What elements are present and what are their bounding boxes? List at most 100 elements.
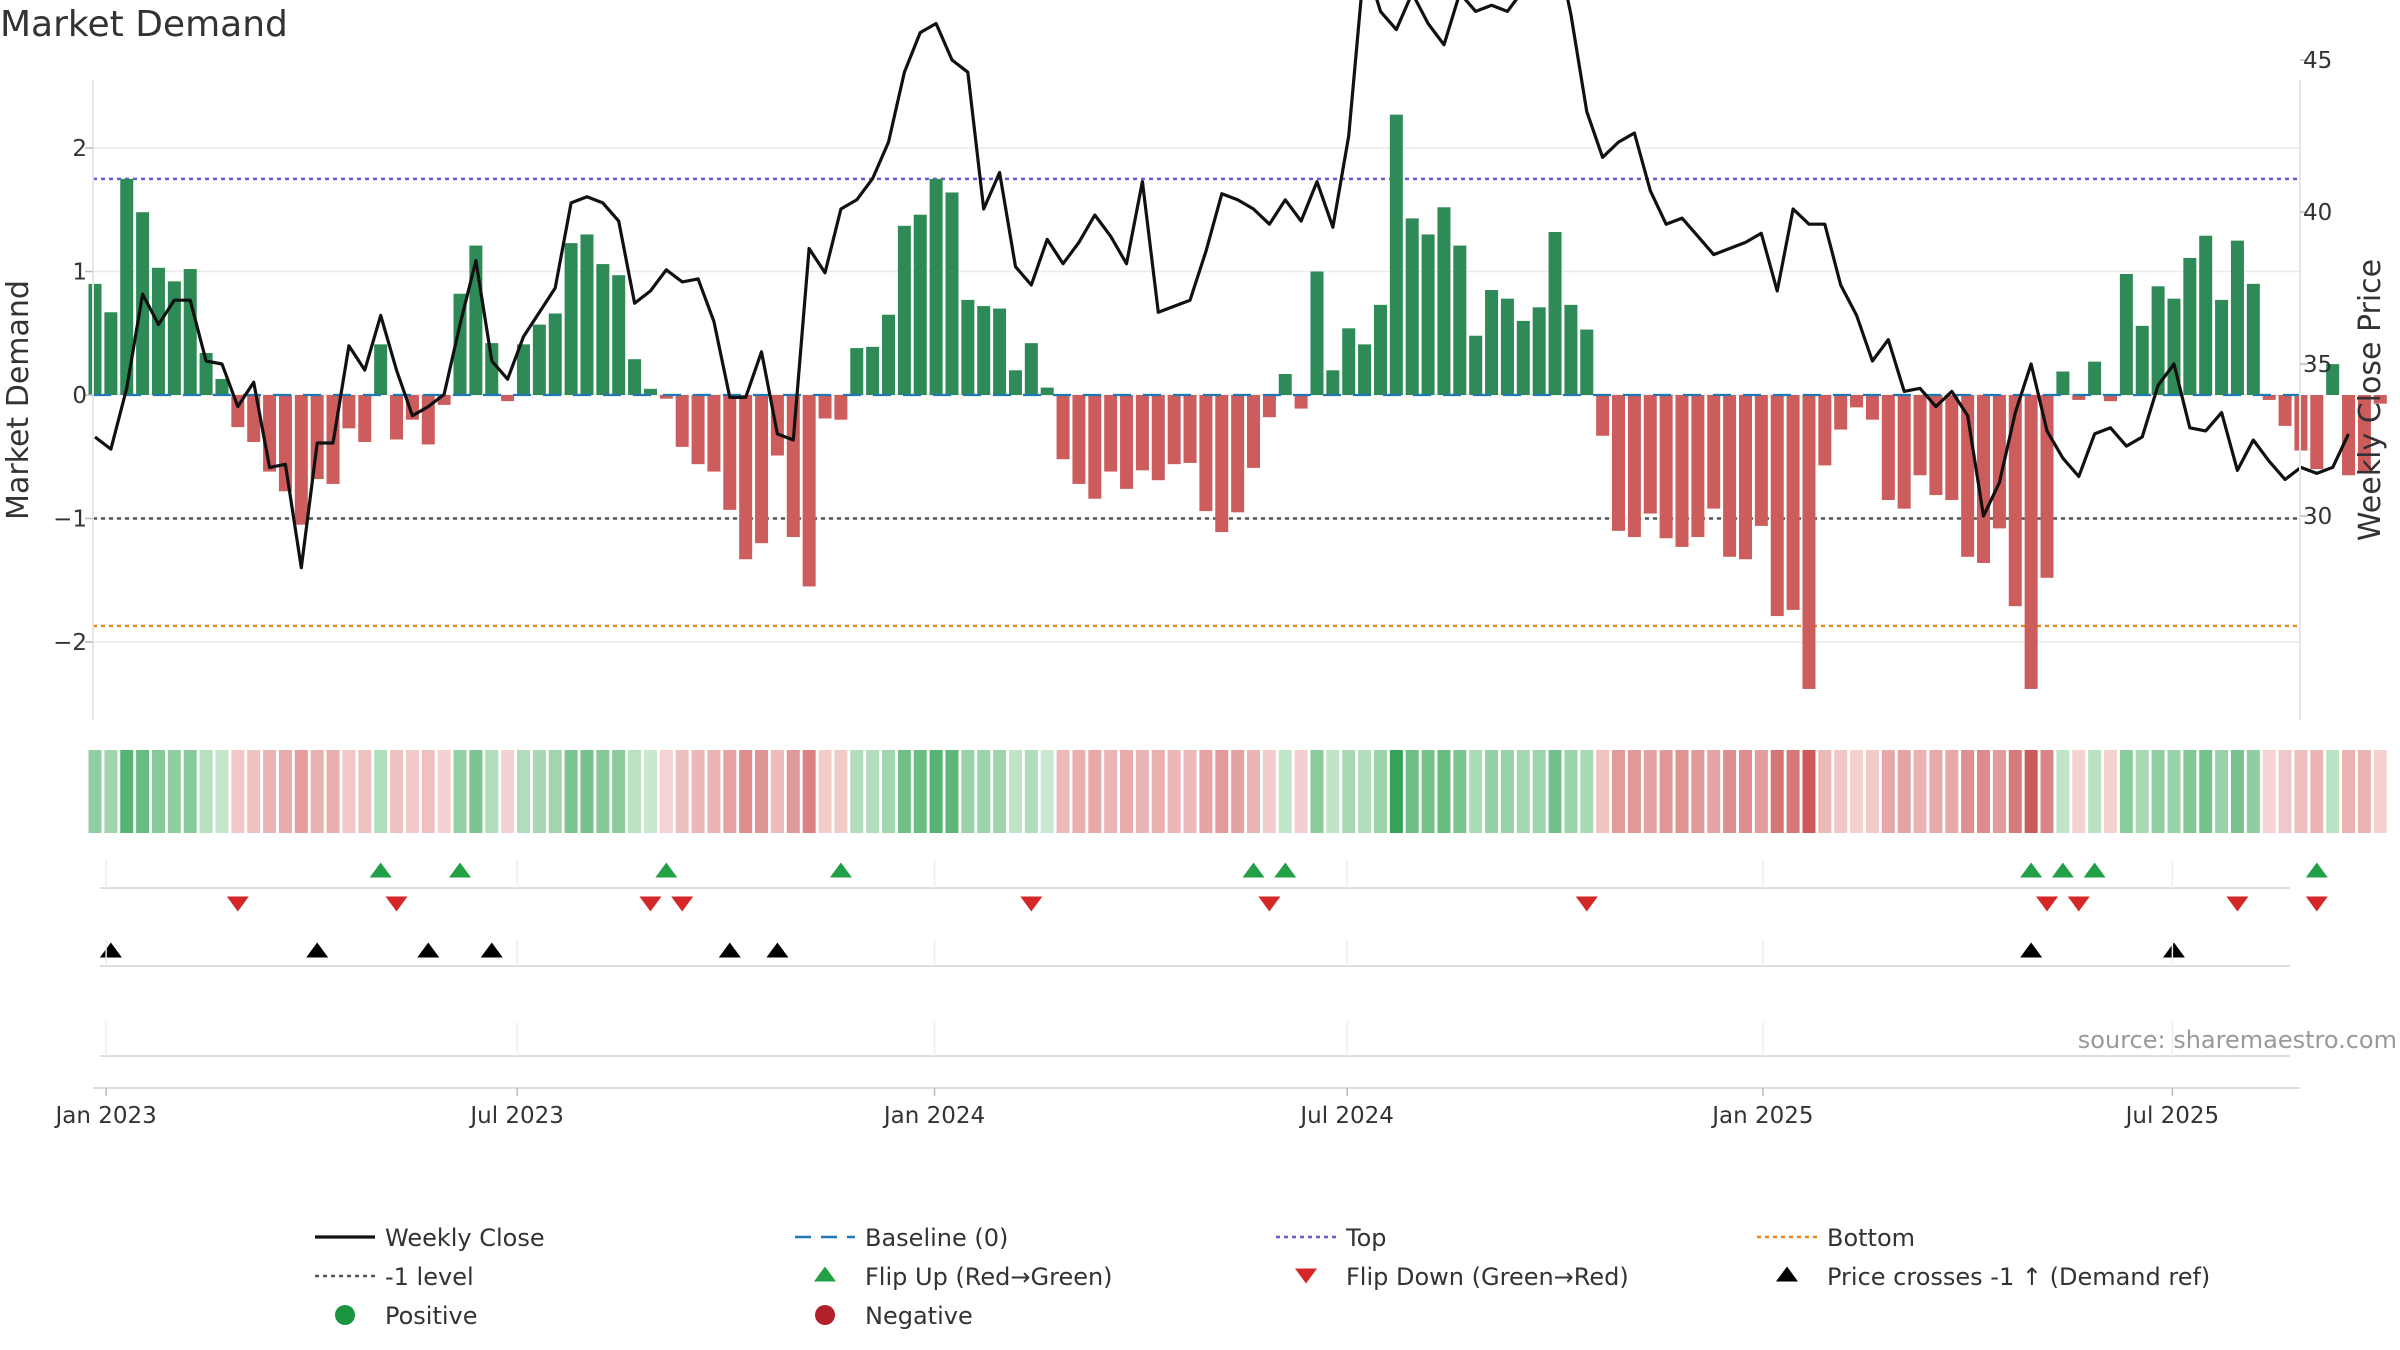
- strip-cell: [786, 750, 800, 833]
- strip-cell: [1977, 750, 1991, 833]
- positive-bar: [850, 348, 864, 395]
- negative-bar: [659, 395, 673, 399]
- strip-cell: [850, 750, 864, 833]
- strip-cell: [993, 750, 1007, 833]
- positive-bar: [151, 267, 165, 395]
- y2-tick-label: 40: [2303, 200, 2332, 226]
- flip-down-marker: [385, 896, 408, 912]
- strip-cell: [1024, 750, 1038, 833]
- strip-cell: [913, 750, 927, 833]
- strip-cell: [1056, 750, 1070, 833]
- negative-bar: [2008, 395, 2022, 607]
- strip-cell: [739, 750, 753, 833]
- strip-cell: [675, 750, 689, 833]
- y-tick-label: −1: [53, 507, 87, 533]
- event-markers: [99, 862, 2328, 1057]
- strip-cell: [2024, 750, 2038, 833]
- positive-bar: [2246, 283, 2260, 395]
- legend-swatch: [814, 1266, 836, 1282]
- x-tick-label: Jul 2023: [468, 1103, 564, 1129]
- strip-cell: [1326, 750, 1340, 833]
- y2-tick-label: 30: [2303, 504, 2332, 530]
- positive-bar: [2230, 240, 2244, 395]
- strip-cell: [1389, 750, 1403, 833]
- positive-bar: [1040, 387, 1054, 395]
- strip-cell: [1834, 750, 1848, 833]
- strip-cell: [1707, 750, 1721, 833]
- positive-bar: [1580, 329, 1594, 395]
- strip-cell: [1738, 750, 1752, 833]
- positive-bar: [2056, 371, 2070, 395]
- strip-cell: [199, 750, 213, 833]
- strip-cell: [326, 750, 340, 833]
- flip-up-marker: [829, 862, 852, 878]
- positive-bar: [1373, 304, 1387, 395]
- strip-cell: [1627, 750, 1641, 833]
- positive-bar: [2215, 299, 2229, 395]
- strip-cell: [1850, 750, 1864, 833]
- strip-cell: [1802, 750, 1816, 833]
- negative-bar: [1135, 395, 1149, 471]
- y-tick-label: −2: [53, 630, 87, 656]
- strip-cell: [1262, 750, 1276, 833]
- flip-down-marker: [2226, 896, 2249, 912]
- flip-up-marker: [2020, 862, 2043, 878]
- price-cross-marker: [480, 942, 503, 958]
- strip-cell: [2119, 750, 2133, 833]
- strip-cell: [707, 750, 721, 833]
- positive-bar: [2199, 235, 2213, 395]
- strip-cell: [1580, 750, 1594, 833]
- strip-cell: [2230, 750, 2244, 833]
- strip-cell: [1675, 750, 1689, 833]
- strip-cell: [501, 750, 515, 833]
- negative-bar: [1120, 395, 1134, 489]
- positive-bar: [564, 243, 578, 395]
- negative-bar: [1151, 395, 1165, 481]
- positive-bar: [453, 293, 467, 395]
- positive-bar: [1024, 343, 1038, 395]
- weekly-close-series: [94, 0, 2350, 570]
- positive-bar: [120, 178, 134, 395]
- positive-bar: [2183, 257, 2197, 395]
- positive-bar: [628, 359, 642, 395]
- positive-bar: [945, 192, 959, 395]
- legend-label: Negative: [865, 1302, 973, 1330]
- negative-bar: [1294, 395, 1308, 409]
- negative-bar: [2103, 395, 2117, 402]
- strip-cell: [263, 750, 277, 833]
- negative-bar: [691, 395, 705, 465]
- negative-bar: [437, 395, 451, 405]
- positive-bar: [215, 378, 229, 395]
- negative-bar: [1104, 395, 1118, 472]
- negative-bar: [1643, 395, 1657, 514]
- x-tick-label: Jan 2025: [1710, 1103, 1813, 1129]
- price-cross-marker: [2162, 942, 2185, 958]
- negative-bar: [1977, 395, 1991, 563]
- strip-cell: [1342, 750, 1356, 833]
- strip-cell: [897, 750, 911, 833]
- strip-cell: [151, 750, 165, 833]
- negative-bar: [501, 395, 515, 402]
- strip-cell: [818, 750, 832, 833]
- strip-cell: [405, 750, 419, 833]
- strip-cell: [469, 750, 483, 833]
- positive-bar: [1485, 290, 1499, 395]
- positive-bar: [183, 269, 197, 395]
- strip-cell: [2326, 750, 2340, 833]
- negative-bar: [1945, 395, 1959, 500]
- positive-bar: [88, 283, 102, 395]
- price-cross-marker: [99, 942, 122, 958]
- negative-bar: [707, 395, 721, 472]
- positive-bar: [485, 343, 499, 395]
- negative-bar: [1199, 395, 1213, 512]
- positive-bar: [1326, 370, 1340, 395]
- positive-bar: [612, 275, 626, 395]
- negative-bar: [1691, 395, 1705, 538]
- strip-cell: [1485, 750, 1499, 833]
- strip-cell: [1516, 750, 1530, 833]
- positive-bar: [1008, 370, 1022, 395]
- negative-bar: [2040, 395, 2054, 578]
- strip-cell: [1437, 750, 1451, 833]
- negative-bar: [675, 395, 689, 447]
- flip-down-marker: [1020, 896, 1043, 912]
